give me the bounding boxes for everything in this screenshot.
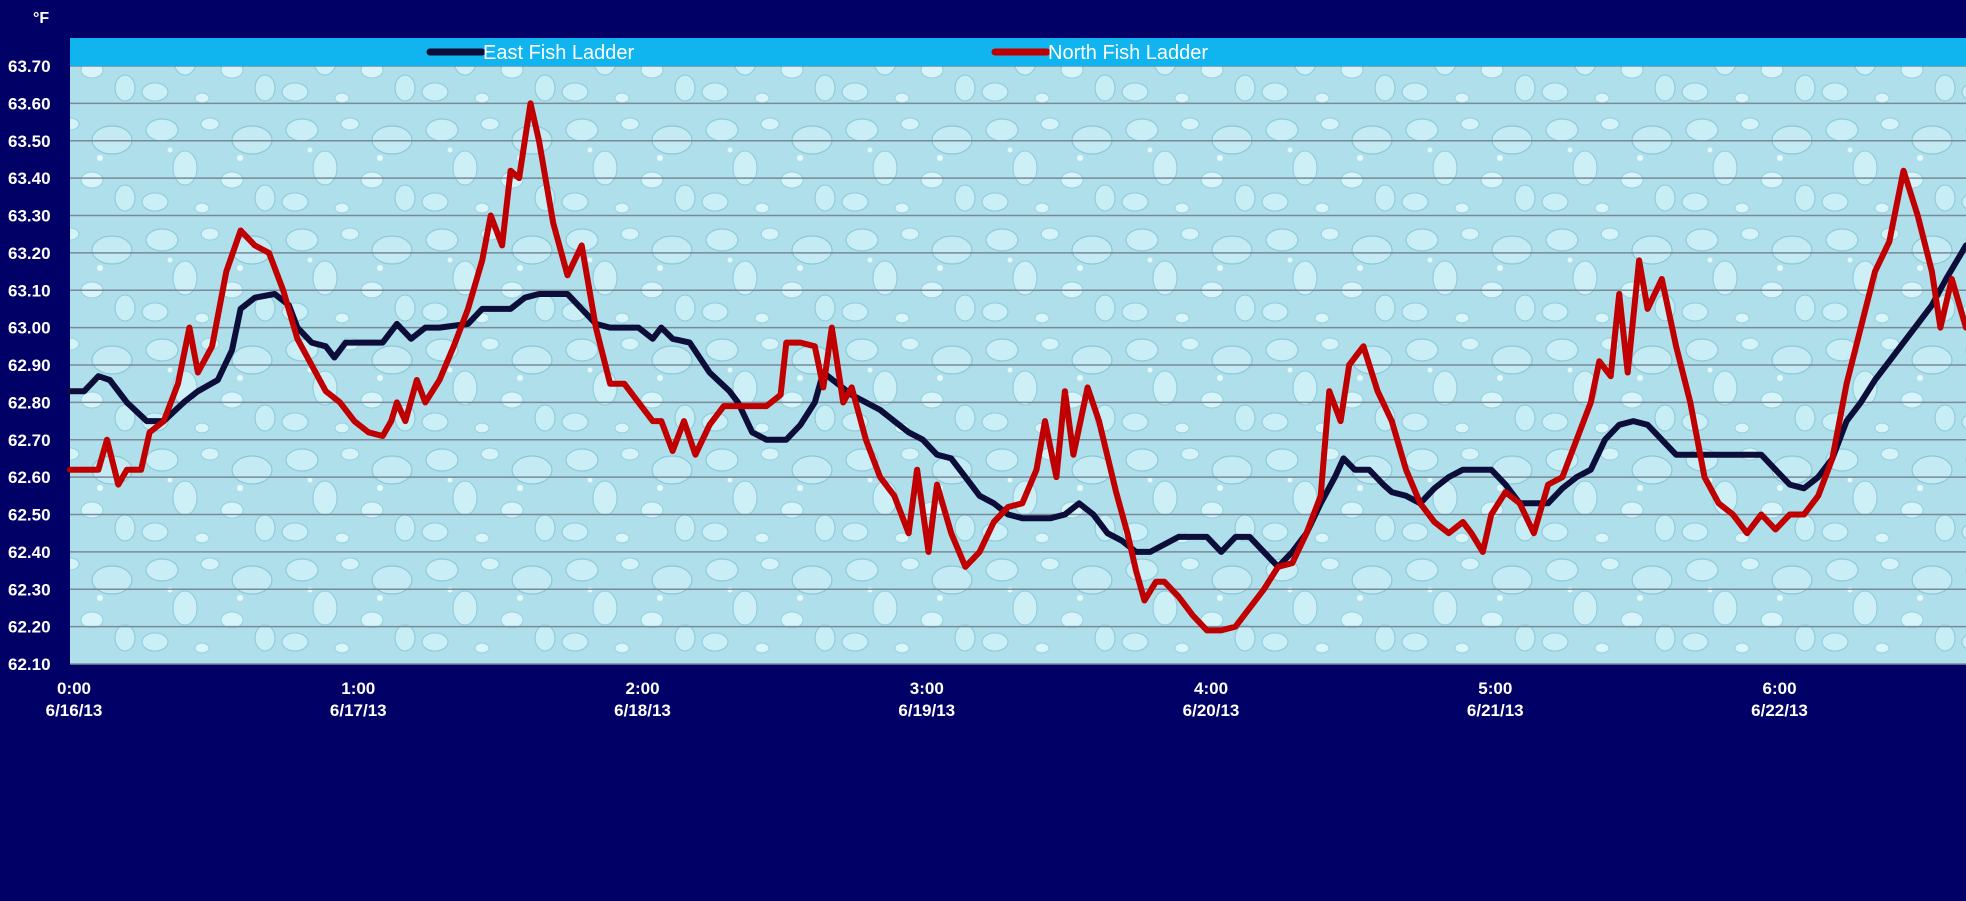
y-tick-label: 62.70 xyxy=(8,431,51,450)
x-tick-time: 4:00 xyxy=(1194,679,1228,698)
y-tick-label: 63.30 xyxy=(8,207,51,226)
y-tick-label: 63.00 xyxy=(8,319,51,338)
y-tick-label: 62.30 xyxy=(8,580,51,599)
y-tick-label: 63.20 xyxy=(8,244,51,263)
x-tick-date: 6/16/13 xyxy=(46,701,103,720)
y-tick-label: 63.60 xyxy=(8,94,51,113)
y-tick-label: 63.70 xyxy=(8,57,51,76)
series-line-north-fish-ladder xyxy=(67,100,1966,634)
y-tick-label: 62.40 xyxy=(8,543,51,562)
unit-label: °F xyxy=(33,10,49,27)
legend-label: East Fish Ladder xyxy=(483,42,635,64)
x-tick-date: 6/20/13 xyxy=(1183,701,1240,720)
y-tick-label: 62.20 xyxy=(8,618,51,637)
y-axis: 63.70 63.60 63.50 63.40 63.30 63.20 63.10 63.00… xyxy=(8,57,51,674)
y-tick-label: 63.50 xyxy=(8,132,51,151)
y-tick-label: 62.60 xyxy=(8,468,51,487)
y-tick-label: 63.10 xyxy=(8,281,51,300)
series-line-east-fish-ladder xyxy=(67,242,1966,570)
x-tick-time: 5:00 xyxy=(1478,679,1512,698)
x-tick-date: 6/21/13 xyxy=(1467,701,1524,720)
x-tick-date: 6/22/13 xyxy=(1751,701,1808,720)
series-lines xyxy=(67,100,1966,634)
legend-label: North Fish Ladder xyxy=(1048,42,1208,64)
x-tick-time: 6:00 xyxy=(1763,679,1797,698)
y-tick-label: 62.10 xyxy=(8,655,51,674)
y-tick-label: 62.50 xyxy=(8,506,51,525)
y-tick-label: 62.90 xyxy=(8,356,51,375)
x-tick-time: 2:00 xyxy=(626,679,660,698)
x-tick-date: 6/17/13 xyxy=(330,701,387,720)
x-axis: 0:00 6/16/13 1:00 6/17/13 2:00 6/18/13 3:00 6/1… xyxy=(46,679,1808,720)
y-tick-label: 63.40 xyxy=(8,169,51,188)
x-tick-date: 6/18/13 xyxy=(614,701,671,720)
legend: East Fish Ladder North Fish Ladder xyxy=(70,38,1966,66)
x-tick-time: 0:00 xyxy=(57,679,91,698)
gridlines xyxy=(70,65,1966,665)
x-tick-date: 6/19/13 xyxy=(898,701,955,720)
x-tick-time: 3:00 xyxy=(910,679,944,698)
y-tick-label: 62.80 xyxy=(8,393,51,412)
x-tick-time: 1:00 xyxy=(341,679,375,698)
